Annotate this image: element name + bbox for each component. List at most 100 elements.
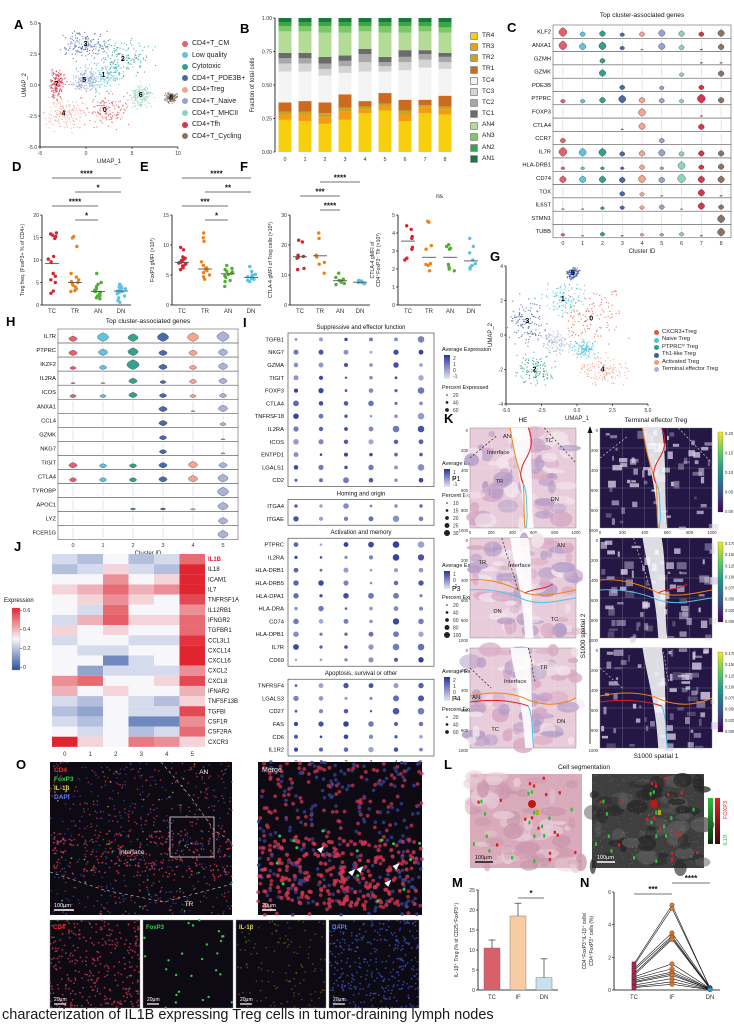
svg-text:TNFRSF18: TNFRSF18 — [255, 414, 284, 420]
svg-text:Homing and origin: Homing and origin — [337, 492, 386, 498]
svg-text:LGALS3: LGALS3 — [262, 696, 284, 702]
svg-text:DN: DN — [540, 995, 549, 1001]
svg-text:GZMH: GZMH — [534, 56, 551, 62]
legend-item: TC1 — [470, 110, 495, 119]
svg-text:DN: DN — [117, 309, 126, 315]
svg-text:LGALS1: LGALS1 — [262, 465, 284, 471]
svg-text:S1000 spatial 2: S1000 spatial 2 — [580, 613, 587, 658]
legend-swatch — [182, 133, 188, 140]
svg-text:0.150: 0.150 — [725, 552, 734, 557]
panel-g-umap-treg: G -4 -2 0 2 4 -5.0 -2.5 0.0 2.5 5.0 UMAP_1 UMAP_2 0 1… — [486, 250, 734, 422]
legend-swatch — [654, 359, 659, 365]
panel-e-label: E — [140, 159, 149, 174]
legend-item: Naive Treg — [654, 337, 718, 343]
legend-label: TR1 — [482, 65, 495, 73]
svg-text:CXCL16: CXCL16 — [208, 659, 231, 665]
legend-label: AN2 — [482, 143, 495, 151]
legend-label: Naive Treg — [662, 336, 691, 343]
svg-text:Suppressive and effector funct: Suppressive and effector function — [317, 325, 406, 331]
svg-text:TGFB1: TGFB1 — [265, 337, 284, 343]
svg-text:10: 10 — [281, 273, 287, 279]
legend-label: AN1 — [482, 154, 495, 162]
svg-text:0.050: 0.050 — [725, 707, 734, 712]
svg-text:3: 3 — [392, 249, 395, 255]
svg-text:Cell segmentation: Cell segmentation — [558, 764, 610, 771]
svg-text:IL2RA: IL2RA — [268, 427, 284, 433]
svg-text:1000: 1000 — [571, 530, 581, 535]
legend-item: Low quality — [182, 52, 245, 59]
svg-text:0.175: 0.175 — [725, 651, 734, 656]
panel-a-legend: CD4+T_CM Low quality Cytotoxic CD4+T_PDE3B+… — [182, 40, 245, 144]
svg-text:Average Expression: Average Expression — [442, 347, 491, 353]
svg-text:ANXA1: ANXA1 — [37, 404, 56, 410]
svg-text:Cluster ID: Cluster ID — [629, 249, 656, 255]
svg-text:UMAP_2: UMAP_2 — [488, 322, 494, 347]
svg-text:0.0: 0.0 — [30, 83, 37, 89]
legend-label: AN3 — [482, 132, 495, 140]
panel-e-foxp3-gmfi: E 0 5 10 15 TC TR AN DN **** ** *** * FoxP3 gMFI (×1… — [138, 158, 264, 328]
panel-a-label: A — [14, 17, 24, 32]
svg-text:****: **** — [69, 198, 82, 207]
svg-text:-5.0: -5.0 — [28, 145, 37, 151]
svg-text:Cluster ID: Cluster ID — [135, 551, 162, 557]
svg-text:HE: HE — [518, 417, 528, 424]
svg-text:-5.0: -5.0 — [502, 408, 511, 414]
svg-text:15: 15 — [33, 236, 39, 242]
umap-treg-plot: -4 -2 0 2 4 -5.0 -2.5 0.0 2.5 5.0 UMAP_1 UMAP_2 0 1 2 3… — [488, 264, 652, 422]
svg-text:0: 0 — [596, 538, 599, 543]
svg-text:ITGA4: ITGA4 — [267, 504, 285, 510]
svg-text:Percent Expressed: Percent Expressed — [442, 595, 488, 601]
panel-n-label: N — [580, 875, 590, 890]
svg-text:800: 800 — [461, 618, 469, 623]
svg-text:GZMK: GZMK — [534, 70, 551, 76]
legend-item: CD4+Tfh — [182, 121, 245, 128]
svg-text:IL6ST: IL6ST — [536, 203, 552, 209]
svg-text:10: 10 — [469, 948, 475, 954]
svg-text:5: 5 — [191, 752, 195, 758]
panel-i-label: I — [243, 315, 247, 330]
svg-text:CXCR3: CXCR3 — [208, 740, 229, 746]
legend-label: Activated Treg — [662, 358, 700, 365]
svg-text:CD27: CD27 — [269, 709, 284, 715]
svg-text:0.100: 0.100 — [725, 684, 734, 689]
svg-text:DN: DN — [247, 309, 256, 315]
svg-text:0: 0 — [71, 543, 74, 549]
svg-text:IF: IF — [515, 995, 521, 1001]
svg-text:P4: P4 — [452, 696, 461, 703]
svg-text:60: 60 — [453, 618, 459, 624]
svg-text:ITGAE: ITGAE — [267, 517, 285, 523]
legend-swatch — [470, 132, 478, 141]
svg-text:TYROBP: TYROBP — [32, 489, 56, 495]
svg-text:IL1R2: IL1R2 — [269, 748, 284, 754]
panel-k-spatial: K HE Terminal effector Treg P1 0 200 400 600 80… — [444, 406, 734, 764]
svg-text:600: 600 — [461, 598, 469, 603]
svg-text:CD4⁺FoxP3⁺ cells (%): CD4⁺FoxP3⁺ cells (%) — [589, 916, 595, 967]
svg-text:IL7R: IL7R — [44, 334, 56, 340]
svg-text:2: 2 — [323, 157, 326, 163]
legend-label: Cytotoxic — [192, 63, 221, 71]
svg-text:4: 4 — [608, 923, 611, 929]
svg-text:5: 5 — [166, 273, 169, 279]
panel-f-ctla4-gmfi: F 0 10 20 30 TC TR AN DN **** *** **** CTLA-4 gMFI … — [240, 158, 490, 328]
svg-text:80: 80 — [453, 626, 459, 632]
svg-text:TOX: TOX — [539, 189, 551, 195]
svg-text:-1: -1 — [453, 482, 458, 488]
svg-text:0: 0 — [589, 315, 593, 322]
svg-text:2: 2 — [608, 955, 611, 961]
svg-text:4: 4 — [165, 752, 169, 758]
svg-text:CSF1R: CSF1R — [208, 719, 228, 725]
svg-text:PTPRC: PTPRC — [264, 543, 284, 549]
svg-text:4: 4 — [191, 543, 194, 549]
svg-text:IL1B: IL1B — [208, 557, 222, 563]
svg-text:Percent Expressed: Percent Expressed — [442, 707, 488, 713]
svg-text:ICOS: ICOS — [42, 390, 56, 396]
svg-text:1: 1 — [453, 572, 456, 578]
svg-text:6: 6 — [608, 890, 611, 896]
legend-item: Terminal effector Treg — [654, 366, 718, 373]
il1b-treg-barchart: 0 5 10 15 20 25 TC IF DN * IL-1β⁺ Treg (% of CD25⁺… — [454, 888, 558, 1001]
svg-text:400: 400 — [461, 578, 469, 583]
svg-text:100μm: 100μm — [597, 855, 614, 861]
svg-text:0: 0 — [453, 690, 456, 696]
svg-text:IL2RA: IL2RA — [268, 555, 284, 561]
